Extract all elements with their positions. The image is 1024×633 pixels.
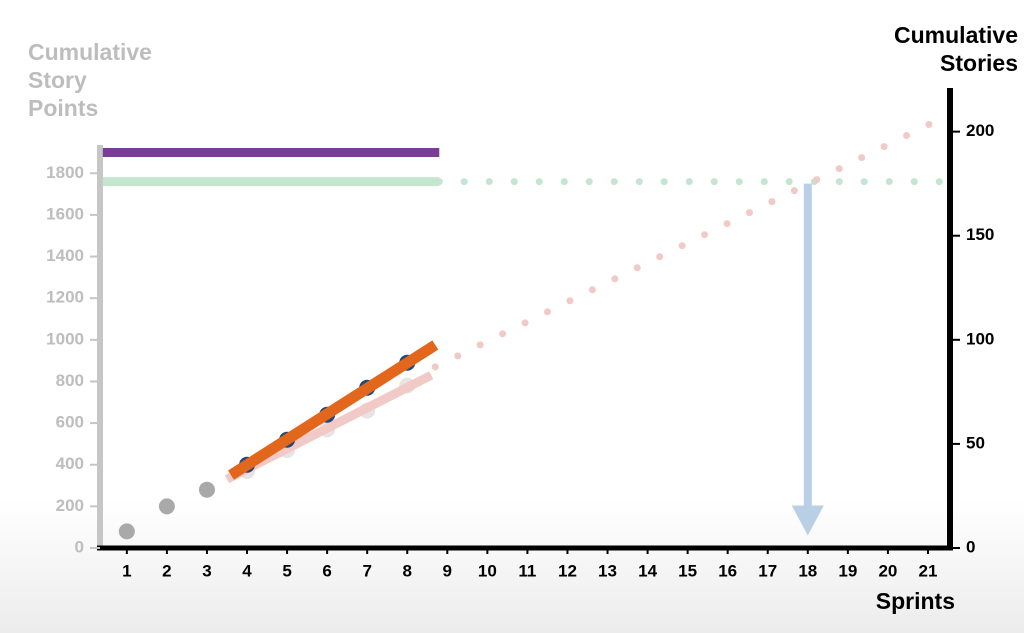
y-axis-title-line: Story [28, 67, 87, 93]
y-tick-label: 200 [56, 496, 84, 515]
background-shade [0, 500, 1024, 633]
projection-line [431, 115, 944, 371]
y2-tick-label: 50 [966, 433, 985, 452]
x-tick-label: 4 [242, 561, 252, 580]
y-tick-label: 800 [56, 371, 84, 390]
x-axis-title: Sprints [876, 588, 955, 614]
y2-axis-title-line: Cumulative [894, 22, 1018, 48]
y-tick-label: 1800 [46, 163, 84, 182]
x-tick-label: 11 [518, 561, 536, 580]
y2-tick-label: 0 [966, 537, 975, 556]
x-tick-label: 13 [598, 561, 617, 580]
x-tick-label: 14 [638, 561, 657, 580]
x-tick-label: 2 [162, 561, 171, 580]
trend-line [228, 340, 439, 480]
data-point [158, 498, 175, 515]
x-tick-label: 7 [362, 561, 371, 580]
y2-tick-label: 200 [966, 121, 994, 140]
y-axis-title-line: Points [28, 95, 98, 121]
data-point [118, 523, 135, 540]
y-tick-label: 1600 [46, 204, 84, 223]
y2-axis-title-line: Stories [940, 50, 1018, 76]
data-point [198, 481, 215, 498]
y-tick-label: 1400 [46, 246, 84, 265]
y-tick-label: 600 [56, 413, 84, 432]
y-axis-title-line: Cumulative [28, 39, 152, 65]
y-tick-label: 1000 [46, 329, 84, 348]
x-tick-label: 5 [282, 561, 291, 580]
x-tick-label: 9 [443, 561, 452, 580]
x-tick-label: 10 [478, 561, 497, 580]
x-tick-label: 20 [878, 561, 897, 580]
x-tick-label: 12 [558, 561, 577, 580]
x-tick-label: 6 [322, 561, 331, 580]
x-tick-label: 19 [838, 561, 857, 580]
y-tick-label: 400 [56, 454, 84, 473]
x-tick-label: 16 [718, 561, 737, 580]
x-tick-label: 17 [758, 561, 777, 580]
y2-tick-label: 150 [966, 225, 994, 244]
y2-tick-label: 100 [966, 329, 994, 348]
x-tick-label: 3 [202, 561, 211, 580]
x-tick-label: 18 [798, 561, 817, 580]
y-tick-label: 0 [75, 537, 84, 556]
x-tick-label: 8 [402, 561, 411, 580]
x-tick-label: 21 [919, 561, 938, 580]
arrow-head [791, 505, 824, 536]
x-tick-label: 1 [122, 561, 131, 580]
x-tick-label: 15 [678, 561, 697, 580]
y-tick-label: 1200 [46, 288, 84, 307]
